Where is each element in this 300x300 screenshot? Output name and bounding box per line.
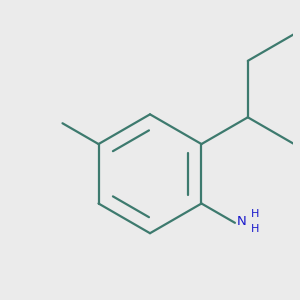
Text: H: H <box>251 209 260 220</box>
Text: N: N <box>236 215 246 228</box>
Text: H: H <box>251 224 260 234</box>
